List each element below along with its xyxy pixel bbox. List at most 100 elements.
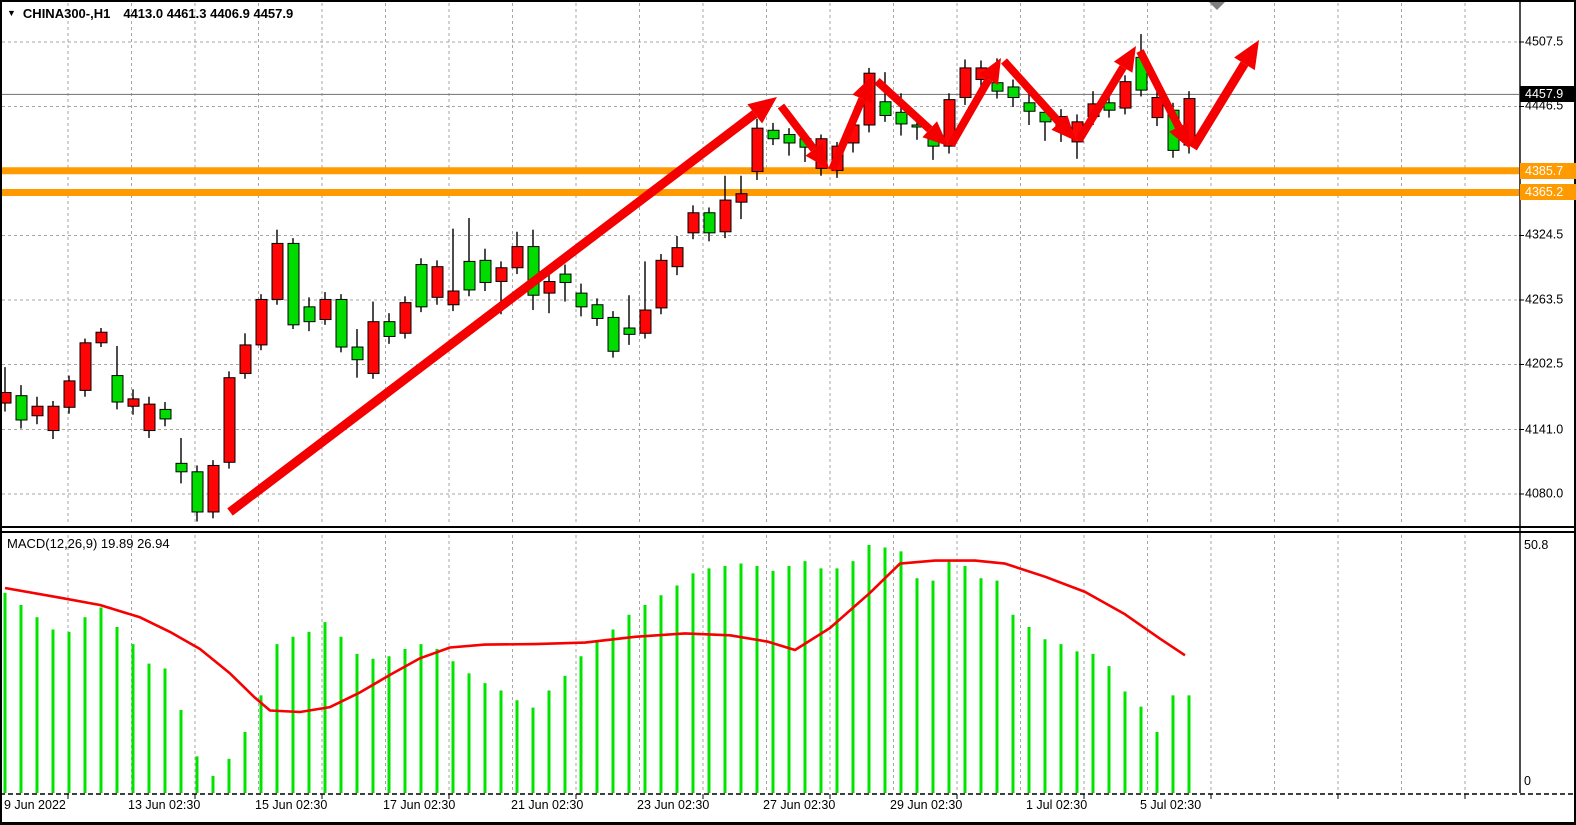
candle-body bbox=[623, 327, 636, 335]
candle-body bbox=[959, 67, 972, 99]
macd-signal-line bbox=[4, 559, 1186, 714]
candle-body bbox=[495, 267, 508, 282]
trend-arrow-head bbox=[1234, 40, 1259, 71]
candle-body bbox=[607, 316, 620, 352]
candle-body bbox=[303, 306, 316, 323]
trend-arrow-shaft bbox=[874, 78, 933, 133]
candle-body bbox=[879, 101, 892, 116]
price-axis-label: 4507.5 bbox=[1525, 34, 1564, 49]
time-axis-label: 1 Jul 02:30 bbox=[1026, 798, 1088, 812]
candle-body bbox=[559, 273, 572, 284]
autoscroll-triangle-icon[interactable] bbox=[1209, 2, 1225, 10]
time-axis-label: 29 Jun 02:30 bbox=[890, 798, 963, 812]
candle-body bbox=[1151, 97, 1164, 119]
candle-body bbox=[351, 346, 364, 361]
symbol-dropdown-icon[interactable]: ▼ bbox=[7, 7, 16, 18]
candle-body bbox=[655, 259, 668, 309]
price-axis-label: 4446.5 bbox=[1525, 98, 1564, 113]
macd-scale-zero: 0 bbox=[1524, 774, 1531, 788]
price-axis-label: 4202.5 bbox=[1525, 356, 1564, 371]
candle-body bbox=[287, 242, 300, 326]
trend-arrow-shaft bbox=[227, 110, 758, 516]
candle-body bbox=[463, 260, 476, 291]
candle-body bbox=[15, 395, 28, 421]
window-border-left bbox=[0, 0, 2, 825]
candle-body bbox=[1023, 102, 1036, 112]
trend-arrow-head bbox=[747, 97, 777, 124]
candle-body bbox=[719, 199, 732, 233]
candle-body bbox=[239, 344, 252, 374]
window-border-top bbox=[0, 0, 1576, 2]
time-axis-label: 21 Jun 02:30 bbox=[511, 798, 584, 812]
candle-body bbox=[335, 298, 348, 348]
candle-body bbox=[111, 375, 124, 403]
candle-body bbox=[271, 242, 284, 300]
ohlc-values: 4413.0 4461.3 4406.9 4457.9 bbox=[123, 6, 294, 21]
trend-arrow-head bbox=[1051, 115, 1076, 141]
candle-body bbox=[703, 212, 716, 234]
price-axis-label: 4263.5 bbox=[1525, 292, 1564, 307]
trend-arrow-head bbox=[805, 142, 829, 169]
price-axis-label: 4324.5 bbox=[1525, 227, 1564, 242]
candle-body bbox=[895, 111, 908, 125]
current-price-badge: 4457.9 bbox=[1520, 86, 1576, 103]
trend-arrow-head bbox=[1169, 122, 1190, 149]
candle-body bbox=[1007, 86, 1020, 99]
candle-body bbox=[0, 391, 12, 404]
panel-separator bbox=[0, 526, 1576, 528]
candle-body bbox=[687, 212, 700, 234]
time-axis-label: 27 Jun 02:30 bbox=[763, 798, 836, 812]
price-axis-label: 4080.0 bbox=[1525, 486, 1564, 501]
level-price-badge: 4365.2 bbox=[1520, 184, 1576, 201]
candle-body bbox=[255, 298, 268, 346]
chart-title: ▼ CHINA300-,H1 4413.0 4461.3 4406.9 4457… bbox=[7, 6, 293, 21]
candle-body bbox=[399, 302, 412, 334]
time-axis-label: 17 Jun 02:30 bbox=[383, 798, 456, 812]
candle-body bbox=[63, 380, 76, 408]
level-price-badge: 4385.7 bbox=[1520, 162, 1576, 179]
time-axis-label: 5 Jul 02:30 bbox=[1140, 798, 1202, 812]
panel-separator bbox=[0, 531, 1576, 533]
candle-body bbox=[143, 403, 156, 432]
candle-body bbox=[431, 266, 444, 298]
macd-indicator-label: MACD(12,26,9) 19.89 26.94 bbox=[7, 536, 170, 551]
trend-arrow-shaft bbox=[947, 77, 993, 147]
time-axis-label: 13 Jun 02:30 bbox=[128, 798, 201, 812]
trend-arrow-head bbox=[922, 121, 948, 146]
candle-body bbox=[415, 264, 428, 308]
candle-body bbox=[479, 259, 492, 284]
price-axis-label: 4141.0 bbox=[1525, 422, 1564, 436]
trend-arrow-head bbox=[852, 76, 873, 103]
candle-body bbox=[1103, 102, 1116, 111]
trend-arrow-head bbox=[979, 58, 1001, 85]
candle-body bbox=[783, 134, 796, 144]
trend-arrow-shaft bbox=[1075, 65, 1127, 143]
trend-arrow-shaft bbox=[828, 97, 866, 172]
candle-body bbox=[1119, 81, 1132, 109]
candle-body bbox=[591, 304, 604, 319]
time-axis-label: 9 Jun 2022 bbox=[4, 798, 66, 812]
candle-body bbox=[735, 193, 748, 203]
symbol-period-label: CHINA300-,H1 bbox=[22, 6, 111, 21]
window-border-right bbox=[1574, 0, 1576, 825]
candle-body bbox=[447, 290, 460, 306]
trend-arrow-shaft bbox=[1001, 58, 1063, 126]
time-axis-label: 23 Jun 02:30 bbox=[637, 798, 710, 812]
candle-body bbox=[751, 127, 764, 173]
window-border-bottom bbox=[0, 822, 1576, 825]
candle-body bbox=[175, 462, 188, 473]
candle-body bbox=[207, 464, 220, 513]
candle-body bbox=[319, 298, 332, 321]
candle-body bbox=[543, 280, 556, 294]
candle-body bbox=[47, 405, 60, 432]
candle-body bbox=[191, 471, 204, 513]
candle-body bbox=[31, 405, 44, 417]
candle-body bbox=[223, 377, 236, 463]
candle-body bbox=[527, 246, 540, 296]
candle-body bbox=[79, 342, 92, 391]
candle-body bbox=[575, 292, 588, 308]
trend-arrow-head bbox=[1113, 46, 1136, 73]
candle-body bbox=[511, 246, 524, 269]
